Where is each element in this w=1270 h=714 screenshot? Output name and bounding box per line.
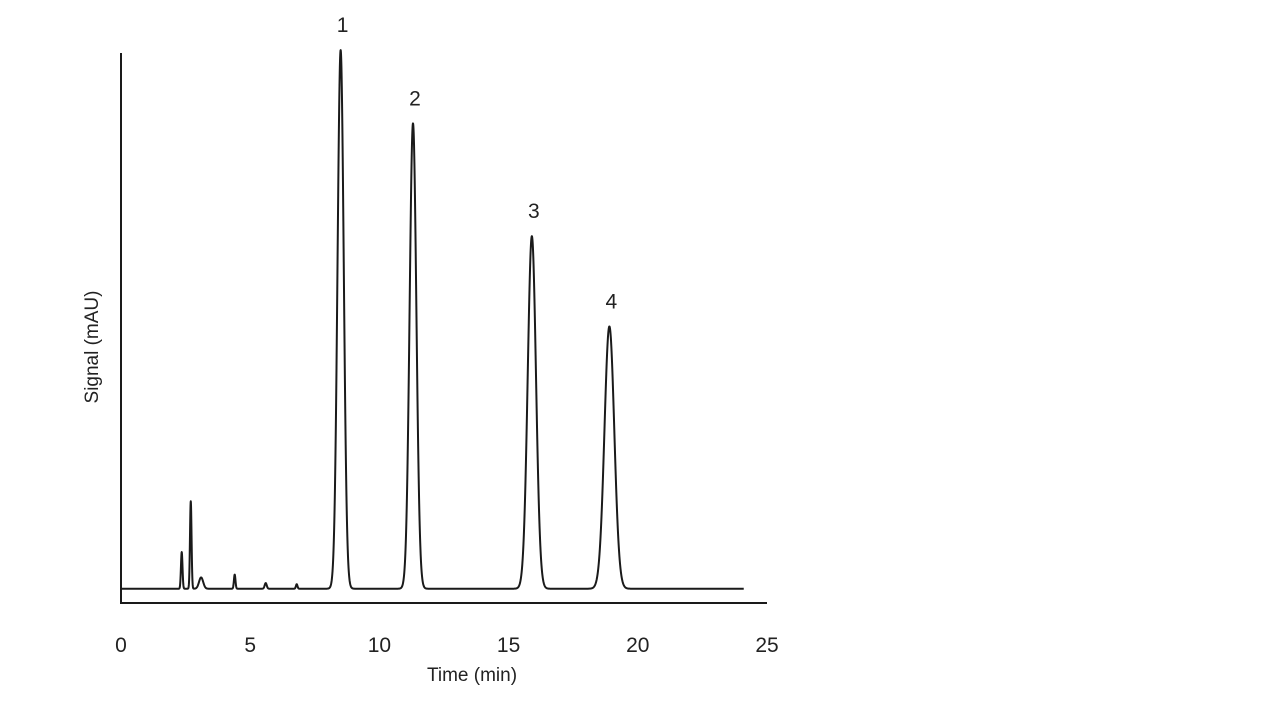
peak-labels: 1 2 3 4 [337, 14, 618, 313]
x-tick-label: 15 [497, 634, 520, 657]
peak-label-3: 3 [528, 200, 540, 223]
x-tick-label: 0 [115, 634, 127, 657]
peak-label-4: 4 [606, 290, 618, 313]
x-tick-labels: 0 5 10 15 20 25 [115, 634, 779, 657]
peak-label-1: 1 [337, 14, 349, 37]
x-tick-label: 20 [626, 634, 649, 657]
x-axis-label: Time (min) [427, 665, 517, 686]
peak-label-2: 2 [409, 87, 421, 110]
x-tick-label: 5 [244, 634, 256, 657]
x-tick-label: 25 [755, 634, 778, 657]
chromatogram-trace [120, 49, 745, 590]
y-axis-label: Signal (mAU) [82, 291, 103, 404]
x-tick-label: 10 [368, 634, 391, 657]
